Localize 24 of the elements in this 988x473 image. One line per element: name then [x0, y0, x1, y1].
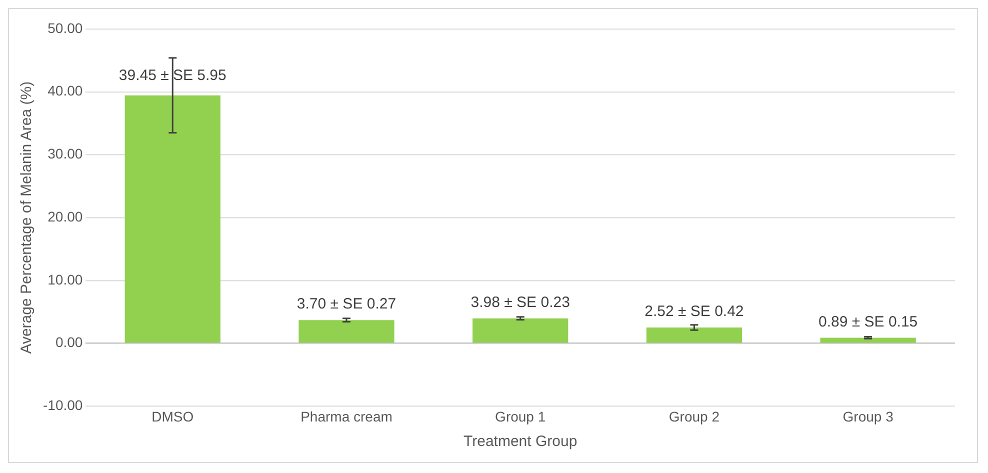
x-tick-label: Group 3 — [842, 408, 894, 424]
bar — [298, 320, 394, 343]
x-tick-label: Group 2 — [668, 408, 720, 424]
data-label: 3.98 ± SE 0.23 — [470, 294, 570, 311]
data-label: 0.89 ± SE 0.15 — [818, 313, 918, 330]
x-tick-label: Group 1 — [495, 408, 546, 424]
bar — [124, 95, 220, 343]
y-tick-label: 40.00 — [48, 82, 83, 99]
y-tick-label: 10.00 — [48, 271, 83, 288]
y-tick-label: 50.00 — [48, 20, 83, 36]
y-tick-label: 20.00 — [48, 208, 83, 224]
x-axis-title: Treatment Group — [464, 433, 578, 450]
y-tick-label: -10.00 — [42, 397, 83, 414]
data-label: 2.52 ± SE 0.42 — [644, 303, 744, 320]
y-axis-title: Average Percentage of Melanin Area (%) — [18, 81, 36, 354]
bar — [820, 338, 916, 343]
bar — [472, 318, 568, 343]
y-tick-label: 30.00 — [48, 146, 83, 162]
bar — [646, 327, 742, 343]
y-tick-label: 0.00 — [55, 334, 83, 350]
x-tick-label: Pharma cream — [300, 408, 392, 424]
data-label: 39.45 ± SE 5.95 — [118, 66, 226, 84]
data-label: 3.70 ± SE 0.27 — [296, 296, 396, 313]
x-tick-label: DMSO — [152, 408, 194, 424]
